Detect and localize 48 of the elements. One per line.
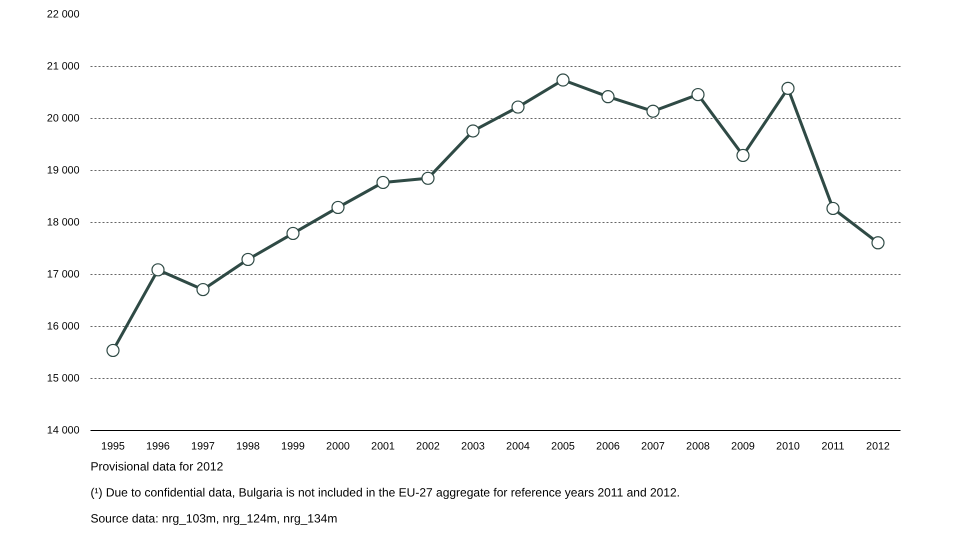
x-tick-label: 2007 bbox=[641, 440, 665, 452]
point bbox=[781, 82, 795, 95]
point bbox=[826, 202, 840, 216]
y-tick-label: 18 000 bbox=[46, 216, 80, 228]
x-tick-label: 2009 bbox=[731, 440, 755, 452]
point bbox=[871, 236, 885, 250]
x-tick-label: 1996 bbox=[146, 440, 170, 452]
x-tick-label: 1999 bbox=[281, 440, 305, 452]
text: Provisional data for 2012 bbox=[90, 460, 224, 474]
point bbox=[511, 100, 525, 114]
point bbox=[466, 124, 480, 138]
y-tick-label: 19 000 bbox=[46, 164, 80, 176]
x-tick-label: 1997 bbox=[191, 440, 215, 452]
point bbox=[736, 148, 750, 162]
point bbox=[241, 252, 255, 266]
x-tick-label: 2006 bbox=[596, 440, 620, 452]
point bbox=[421, 172, 435, 185]
x-tick-label: 2001 bbox=[371, 440, 395, 452]
y-tick-label: 14 000 bbox=[46, 424, 80, 436]
y-tick-label: 15 000 bbox=[46, 372, 80, 384]
y-tick-label: 16 000 bbox=[46, 320, 80, 332]
y-tick-label: 21 000 bbox=[46, 60, 80, 72]
x-tick-label: 2003 bbox=[461, 440, 485, 452]
x-tick-label: 1998 bbox=[236, 440, 260, 452]
x-tick-label: 2011 bbox=[822, 440, 845, 452]
x-tick-label: 2002 bbox=[416, 440, 440, 452]
point bbox=[196, 282, 210, 296]
x-tick-label: 1995 bbox=[101, 440, 125, 452]
point bbox=[691, 88, 705, 102]
y-tick-label: 17 000 bbox=[46, 268, 80, 280]
point bbox=[151, 263, 165, 276]
x-tick-label: 2005 bbox=[551, 440, 575, 452]
source-note: Source data: nrg_103m, nrg_124m, nrg_134m bbox=[90, 512, 338, 526]
point bbox=[601, 90, 615, 104]
x-tick-label: 2004 bbox=[506, 440, 530, 452]
x-tick-label: 2008 bbox=[686, 440, 710, 452]
y-tick-label: 20 000 bbox=[46, 112, 80, 124]
point bbox=[376, 176, 390, 190]
point bbox=[331, 200, 345, 214]
x-tick-label: 2012 bbox=[866, 440, 890, 452]
point bbox=[556, 73, 570, 87]
point bbox=[646, 104, 660, 118]
x-tick-label: 2000 bbox=[326, 440, 350, 452]
text: (¹) Due to confidential data, Bulgaria is not included in the EU-27 aggregate for reference years 2011 and 2012. bbox=[90, 486, 680, 500]
y-tick-label: 22 000 bbox=[46, 8, 80, 20]
point bbox=[106, 344, 120, 358]
x-tick-label: 2010 bbox=[776, 440, 800, 452]
point bbox=[286, 226, 300, 240]
